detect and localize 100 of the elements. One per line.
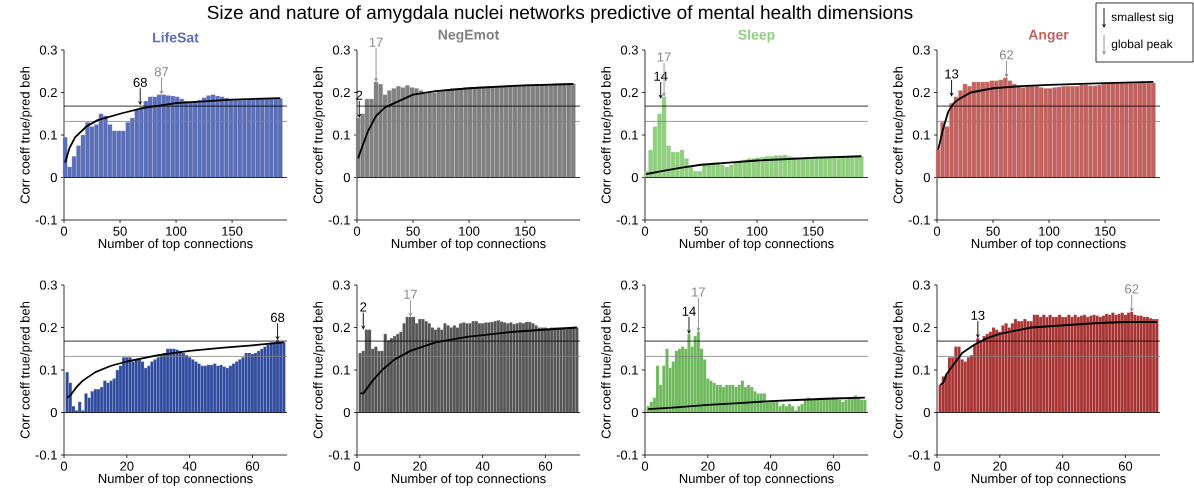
y-tick-label: 0.1 — [620, 130, 638, 140]
annotation: 17 — [404, 289, 417, 299]
y-tick-label: 0.3 — [912, 280, 930, 290]
annotation: 68 — [133, 77, 147, 88]
x-axis-title: Number of top connections — [98, 473, 253, 486]
y-axis-title: Corr coeff true/pred beh — [313, 301, 326, 439]
x-tick-label: 0 — [933, 226, 941, 236]
y-tick-label: 0.1 — [39, 365, 57, 375]
y-tick-label: 0.1 — [620, 365, 638, 375]
y-tick-label: 0.1 — [332, 365, 350, 375]
x-axis-title: Number of top connections — [391, 473, 546, 486]
y-axis-title: Corr coeff true/pred beh — [313, 66, 326, 204]
x-tick-label: 40 — [182, 461, 197, 471]
y-tick-label: -0.1 — [328, 215, 350, 225]
y-tick-label: -0.1 — [908, 450, 930, 460]
x-tick-label: 100 — [166, 226, 187, 236]
x-tick-label: 40 — [763, 461, 778, 471]
x-tick-label: 60 — [826, 461, 841, 471]
x-tick-label: 150 — [222, 226, 243, 236]
annotation: 62 — [1125, 284, 1139, 294]
y-tick-label: 0 — [631, 407, 638, 418]
x-tick-label: 50 — [694, 226, 708, 236]
x-tick-label: 60 — [245, 461, 260, 471]
y-tick-label: 0.1 — [332, 130, 350, 140]
annotation: 68 — [271, 312, 285, 323]
chart-title: NegEmot — [438, 29, 500, 43]
x-tick-label: 100 — [747, 226, 768, 236]
y-tick-label: 0.1 — [912, 130, 930, 140]
chart-title: Anger — [1028, 29, 1069, 43]
x-tick-label: 20 — [120, 461, 134, 471]
y-tick-label: 0.2 — [912, 87, 930, 98]
x-tick-label: 150 — [515, 226, 536, 236]
y-tick-label: 0.2 — [39, 87, 57, 98]
x-axis-title: Number of top connections — [391, 238, 546, 251]
annotation: 14 — [682, 306, 696, 316]
x-tick-label: 50 — [113, 226, 127, 236]
x-tick-label: 0 — [60, 461, 68, 471]
y-tick-label: 0.3 — [912, 45, 930, 55]
y-tick-label: 0 — [923, 172, 930, 183]
y-tick-label: 0.2 — [620, 322, 638, 333]
y-tick-label: 0 — [50, 172, 57, 183]
y-tick-label: -0.1 — [908, 215, 930, 225]
y-tick-label: 0.2 — [332, 322, 350, 333]
x-tick-label: 0 — [641, 226, 649, 236]
y-axis-title: Corr coeff true/pred beh — [20, 301, 33, 439]
y-tick-label: 0.2 — [912, 322, 930, 333]
x-axis-title: Number of top connections — [98, 238, 253, 251]
x-tick-label: 100 — [1039, 226, 1060, 236]
y-tick-label: -0.1 — [35, 450, 57, 460]
text: smallest sig — [1111, 12, 1174, 24]
annotation: 87 — [154, 67, 169, 77]
x-tick-label: 100 — [459, 226, 480, 236]
annotation: 17 — [692, 287, 705, 297]
annotation: 14 — [654, 71, 668, 81]
y-tick-label: 0.1 — [39, 130, 57, 140]
x-tick-label: 20 — [993, 461, 1007, 471]
y-tick-label: 0.3 — [39, 45, 57, 55]
y-tick-label: 0.2 — [332, 87, 350, 98]
chart-title: Sleep — [738, 29, 775, 43]
y-tick-label: 0.2 — [39, 322, 57, 333]
y-axis-title: Corr coeff true/pred beh — [601, 301, 614, 439]
y-tick-label: -0.1 — [328, 450, 350, 460]
y-tick-label: 0 — [50, 407, 57, 418]
text: Size and nature of amygdala nuclei networks predictive of mental health dimensions — [207, 5, 913, 23]
x-tick-label: 150 — [803, 226, 824, 236]
y-tick-label: 0 — [923, 407, 930, 418]
y-tick-label: 0.3 — [39, 280, 57, 290]
y-tick-label: 0.3 — [620, 45, 638, 55]
annotation: 17 — [657, 52, 671, 62]
x-axis-title: Number of top connections — [679, 238, 834, 251]
x-tick-label: 0 — [641, 461, 649, 471]
y-tick-label: -0.1 — [616, 450, 638, 460]
x-tick-label: 50 — [406, 226, 420, 236]
chart-title: LifeSat — [153, 32, 199, 43]
x-tick-label: 0 — [353, 461, 361, 471]
annotation: 13 — [971, 310, 985, 320]
y-tick-label: -0.1 — [616, 215, 638, 225]
y-axis-title: Corr coeff true/pred beh — [20, 66, 33, 204]
x-axis-title: Number of top connections — [971, 473, 1126, 486]
y-axis-title: Corr coeff true/pred beh — [893, 66, 906, 204]
x-tick-label: 20 — [413, 461, 427, 471]
annotation: 62 — [999, 50, 1014, 60]
y-tick-label: 0 — [631, 172, 638, 183]
y-axis-title: Corr coeff true/pred beh — [601, 66, 614, 204]
annotation: global peak — [1111, 39, 1173, 51]
y-axis-title: Corr coeff true/pred beh — [893, 301, 906, 439]
y-tick-label: 0.1 — [912, 365, 930, 375]
annotation: 2 — [360, 302, 367, 312]
x-tick-label: 40 — [475, 461, 490, 471]
annotation: 2 — [356, 90, 363, 100]
annotation: 17 — [369, 37, 383, 47]
y-tick-label: 0.2 — [620, 87, 638, 98]
y-tick-label: 0 — [343, 407, 350, 418]
x-tick-label: 60 — [538, 461, 553, 471]
x-tick-label: 40 — [1055, 461, 1070, 471]
y-tick-label: 0.3 — [620, 280, 638, 290]
annotation: 13 — [945, 69, 959, 79]
x-tick-label: 50 — [986, 226, 1000, 236]
x-tick-label: 0 — [353, 226, 361, 236]
x-tick-label: 60 — [1118, 461, 1133, 471]
